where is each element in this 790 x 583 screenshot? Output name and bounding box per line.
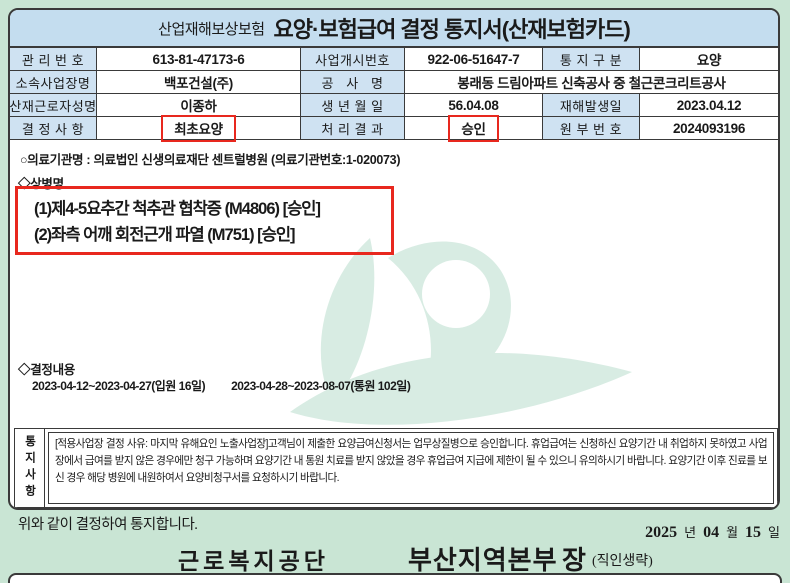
decision-period-inpatient: 2023-04-12~2023-04-27(입원 16일) — [32, 379, 206, 393]
diagnosis-item-2: (2)좌측 어깨 회전근개 파열 (M751) [승인] — [34, 226, 296, 244]
notice-text-cell: [적용사업장 결정 사유: 마지막 유해요인 노출사업장]고객님이 제출한 요양… — [45, 429, 777, 507]
issuing-organization-line: 근로복지공단 부산지역본부 장 (직인생략) — [0, 540, 790, 575]
business-start-number-label: 사업개시번호 — [301, 48, 405, 71]
register-number-label: 원 부 번 호 — [543, 117, 640, 140]
management-number-label: 관 리 번 호 — [10, 48, 97, 71]
management-number-value: 613-81-47173-6 — [97, 48, 301, 71]
notice-label: 통지사항 — [23, 435, 36, 501]
notice-section: 통지사항 [적용사업장 결정 사유: 마지막 유해요인 노출사업장]고객님이 제… — [14, 428, 778, 508]
issue-date-year-unit: 년 — [684, 525, 697, 540]
workplace-name-label: 소속사업장명 — [10, 71, 97, 94]
decision-item-value: 최초요양 — [97, 114, 301, 142]
issue-date-month: 04 — [703, 524, 720, 541]
process-result-label: 처 리 결 과 — [301, 117, 405, 140]
worker-name-label: 산재근로자성명 — [10, 94, 97, 117]
notice-label-cell: 통지사항 — [15, 429, 45, 507]
notice-type-label: 통 지 구 분 — [543, 48, 640, 71]
title-prefix: 산업재해보상보험 — [158, 20, 265, 38]
decision-periods: 2023-04-12~2023-04-27(입원 16일) 2023-04-28… — [32, 377, 411, 394]
kcomwel-logo-watermark-icon — [290, 238, 632, 425]
diagnosis-item-1: (1)제4-5요추간 척추관 협착증 (M4806) [승인] — [34, 200, 321, 218]
branch-name: 부산지역본부 — [408, 546, 558, 575]
accident-date-label: 재해발생일 — [543, 94, 640, 117]
next-sheet-top-edge — [8, 573, 782, 583]
closing-statement: 위와 같이 결정하여 통지합니다. — [18, 517, 198, 533]
decision-period-outpatient: 2023-04-28~2023-08-07(통원 102일) — [231, 379, 411, 393]
issue-date-day-unit: 일 — [768, 525, 780, 540]
construction-name-label: 공 사 명 — [301, 71, 405, 94]
issue-date-year: 2025 — [645, 524, 678, 541]
issue-date-day: 15 — [745, 524, 762, 541]
decision-item-label: 결 정 사 항 — [10, 117, 97, 140]
info-table: 관 리 번 호 613-81-47173-6 사업개시번호 922-06-516… — [10, 48, 778, 142]
diagnosis-red-highlight-box: (1)제4-5요추간 척추관 협착증 (M4806) [승인] (2)좌측 어깨… — [15, 186, 394, 255]
accident-date-value: 2023.04.12 — [640, 94, 778, 117]
decision-item-red-highlight-box: 최초요양 — [161, 114, 236, 142]
workplace-name-value: 백포건설(주) — [97, 71, 301, 94]
branch-head-title: 장 — [562, 546, 586, 575]
birth-date-value: 56.04.08 — [405, 94, 543, 117]
notice-type-value: 요양 — [640, 48, 778, 71]
register-number-value: 2024093196 — [640, 117, 778, 140]
birth-date-label: 생 년 월 일 — [301, 94, 405, 117]
medical-institution-line: ○의료기관명 : 의료법인 신생의료재단 센트럴병원 (의료기관번호:1-020… — [20, 153, 401, 167]
worker-name-value: 이종하 — [97, 94, 301, 117]
process-result-text: 승인 — [461, 122, 486, 137]
organization-name: 근로복지공단 — [178, 549, 329, 574]
stamp-omitted-note: (직인생략) — [592, 554, 653, 569]
title-band: 산업재해보상보험 요양·보험급여 결정 통지서(산재보험카드) — [10, 10, 778, 48]
process-result-value: 승인 — [405, 114, 543, 142]
notice-document: 산업재해보상보험 요양·보험급여 결정 통지서(산재보험카드) 관 리 번 호 … — [8, 8, 780, 510]
issue-date: 2025 년 04 월 15 일 — [645, 522, 780, 542]
construction-name-value: 봉래동 드림아파트 신축공사 중 철근콘크리트공사 — [405, 71, 778, 94]
decision-item-text: 최초요양 — [174, 122, 223, 137]
process-result-red-highlight-box: 승인 — [448, 114, 499, 142]
business-start-number-value: 922-06-51647-7 — [405, 48, 543, 71]
page-title: 요양·보험급여 결정 통지서(산재보험카드) — [273, 17, 631, 42]
notice-text: [적용사업장 결정 사유: 마지막 유해요인 노출사업장]고객님이 제출한 요양… — [48, 432, 774, 504]
decision-content-heading: ◇결정내용 — [18, 363, 76, 377]
issue-date-month-unit: 월 — [726, 525, 739, 540]
